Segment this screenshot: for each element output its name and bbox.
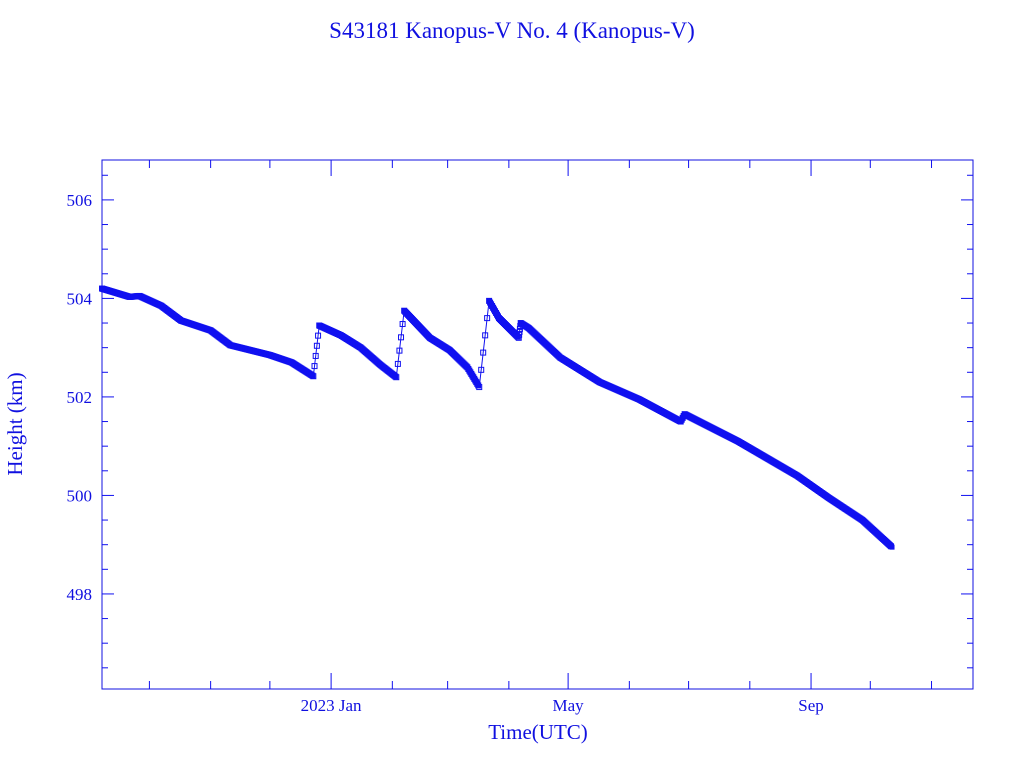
data-point: [482, 332, 489, 339]
x-axis-label: Time(UTC): [488, 720, 588, 744]
y-tick-label: 504: [67, 289, 93, 308]
data-point: [889, 544, 895, 550]
y-tick-label: 506: [67, 191, 93, 210]
x-tick-label: Sep: [798, 696, 824, 715]
data-point: [480, 349, 487, 356]
data-point: [399, 321, 406, 328]
x-tick-label: May: [553, 696, 585, 715]
data-point: [484, 315, 491, 322]
data-point: [309, 372, 316, 379]
data-series: [99, 285, 895, 550]
data-point: [392, 373, 399, 380]
data-point: [313, 342, 320, 349]
data-point: [312, 352, 319, 359]
data-point: [315, 332, 322, 339]
y-tick-label: 498: [67, 585, 93, 604]
data-point: [310, 373, 317, 380]
y-tick-label: 502: [67, 388, 93, 407]
data-point: [476, 384, 483, 391]
chart-title: S43181 Kanopus-V No. 4 (Kanopus-V): [329, 18, 695, 43]
series-line: [101, 288, 893, 548]
y-tick-label: 500: [67, 486, 93, 505]
y-axis-label: Height (km): [3, 372, 27, 475]
data-point: [396, 347, 403, 354]
data-point: [398, 334, 405, 341]
data-point: [478, 366, 485, 373]
plot-frame: [101, 159, 974, 690]
x-tick-label: 2023 Jan: [301, 696, 362, 715]
data-point: [394, 360, 401, 367]
data-point: [393, 374, 400, 381]
axis-ticks: 2023 Jan May Sep 498 500 502 504 506: [67, 160, 973, 715]
data-point: [475, 382, 482, 389]
data-point: [311, 363, 318, 370]
